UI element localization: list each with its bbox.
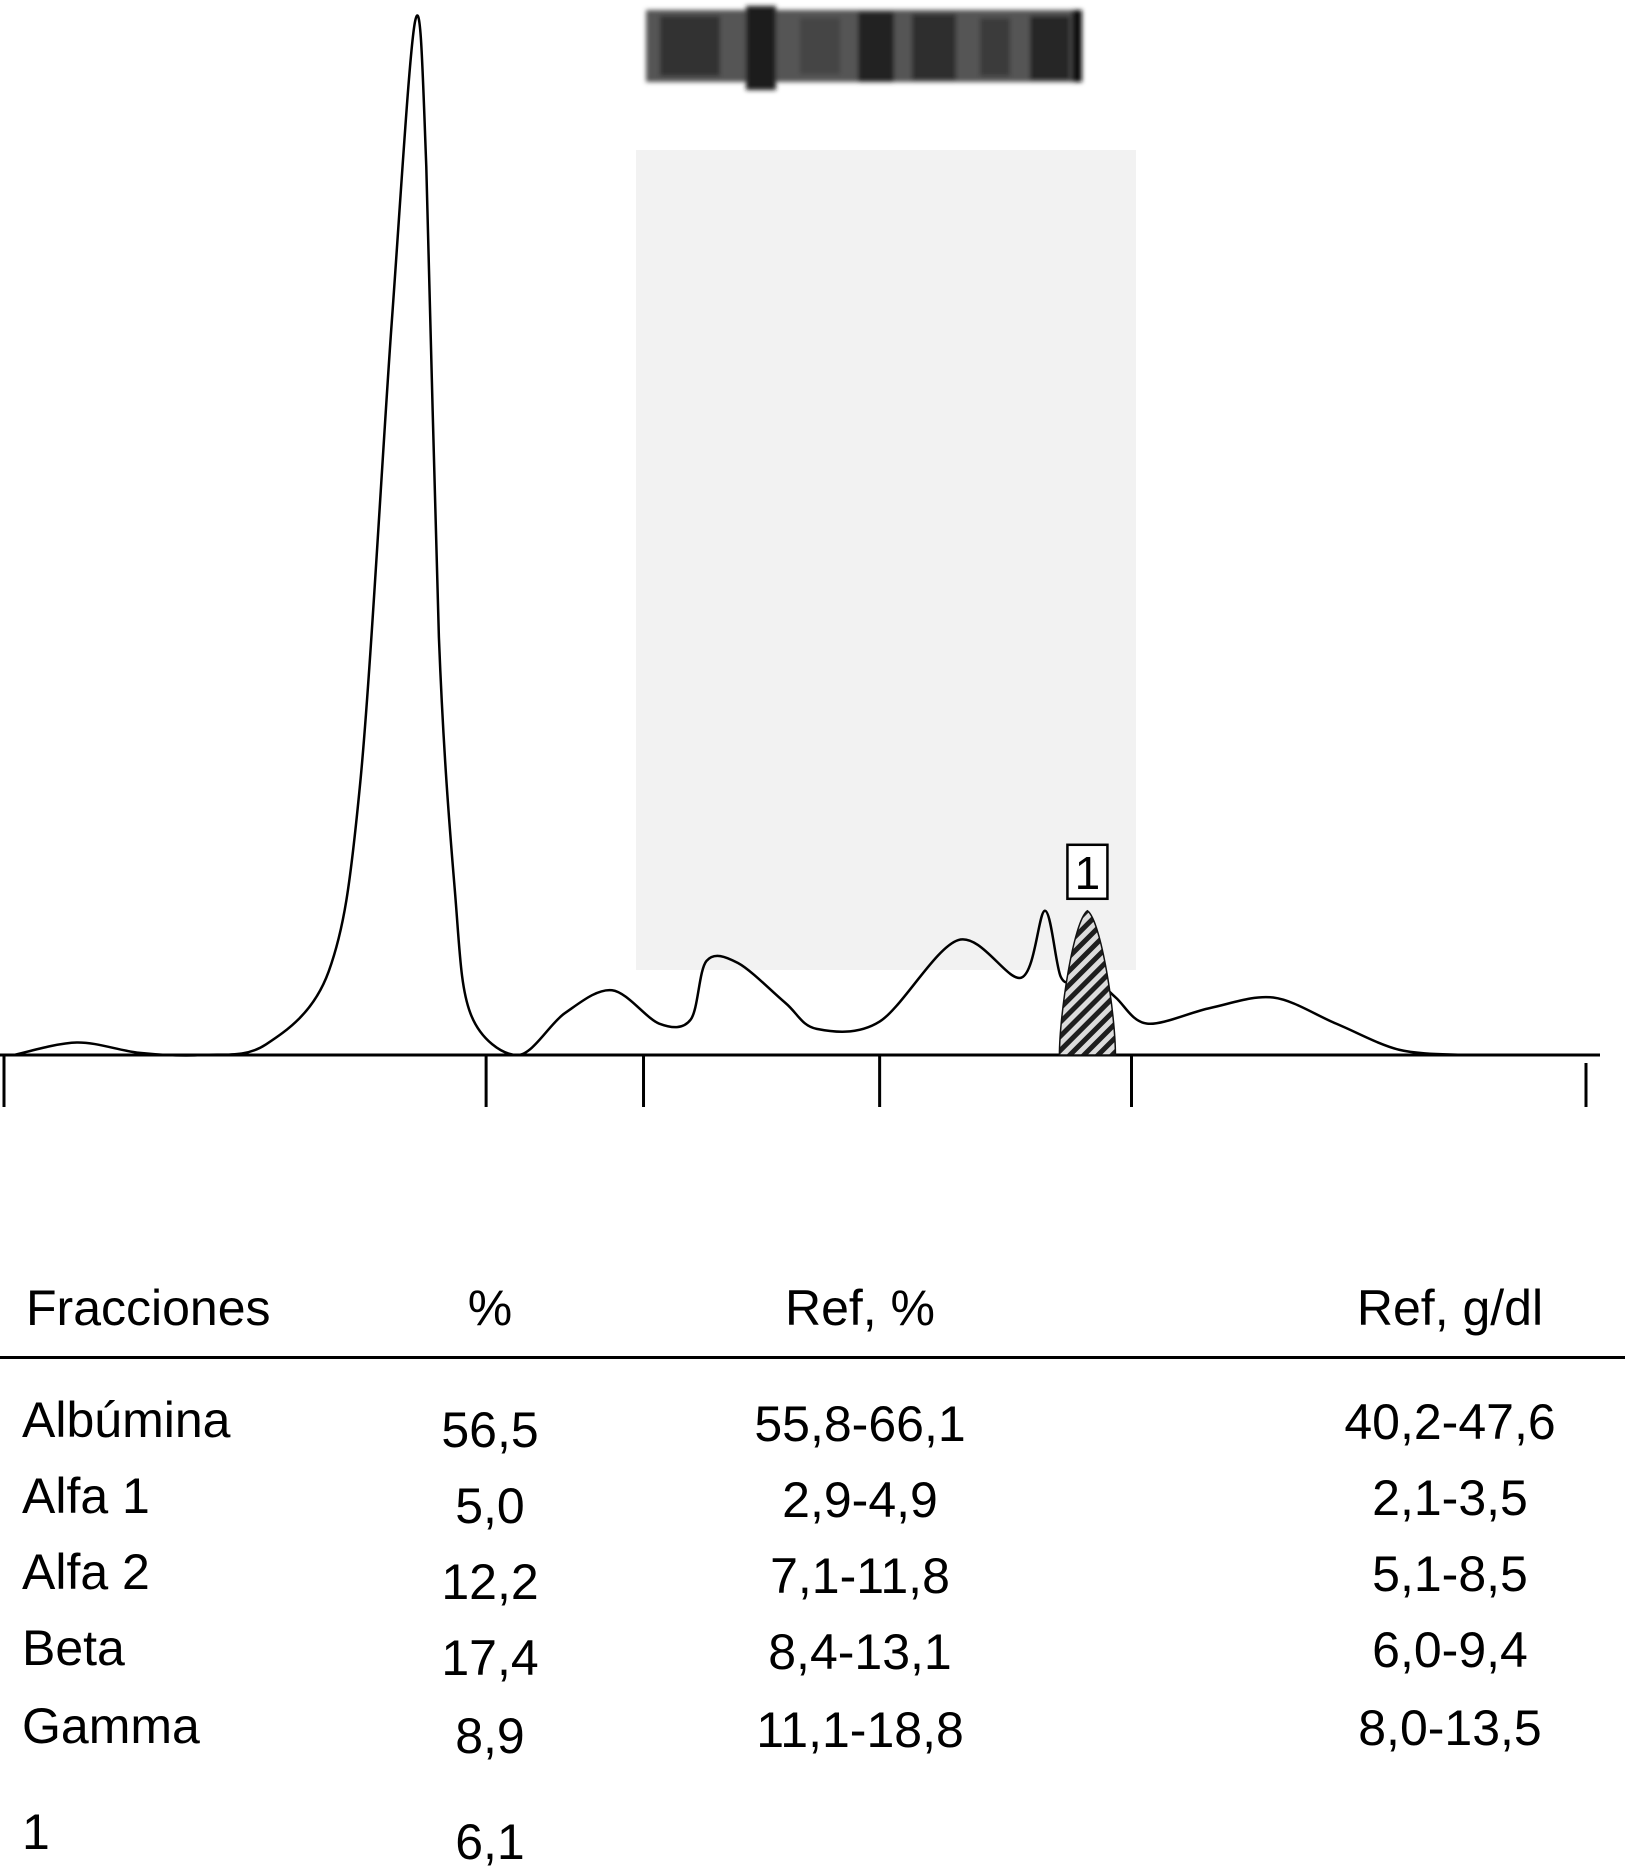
row-percent: 17,4 xyxy=(441,1630,539,1686)
row-percent: 12,2 xyxy=(441,1554,539,1610)
row-ref-gdl: 5,1-8,5 xyxy=(1372,1546,1528,1602)
row-ref-percent: 8,4-13,1 xyxy=(768,1624,952,1680)
highlight-peak: 1 xyxy=(1058,843,1117,1056)
peak-1-label: 1 xyxy=(1075,847,1101,899)
row-ref-gdl: 8,0-13,5 xyxy=(1358,1700,1542,1756)
row-ref-percent: 7,1-11,8 xyxy=(770,1548,950,1604)
row-ref-gdl: 6,0-9,4 xyxy=(1372,1622,1528,1678)
electrophoresis-chart: 1 xyxy=(0,6,1600,1107)
row-fraction-name: Alfa 2 xyxy=(22,1544,150,1600)
gel-lane-texture xyxy=(636,150,1136,970)
peak-1-fill xyxy=(1058,909,1117,1056)
row-fraction-name: 1 xyxy=(22,1804,50,1860)
row-ref-gdl: 40,2-47,6 xyxy=(1344,1394,1556,1450)
row-ref-percent: 11,1-18,8 xyxy=(756,1702,964,1758)
header-divider xyxy=(0,1356,1625,1359)
row-ref-percent: 2,9-4,9 xyxy=(782,1472,938,1528)
peak-1-label-box xyxy=(1066,843,1109,901)
chart-axis xyxy=(0,1053,1600,1107)
row-fraction-name: Gamma xyxy=(22,1698,200,1754)
row-percent: 8,9 xyxy=(455,1708,525,1764)
col-header-fracciones: Fracciones xyxy=(26,1280,271,1336)
row-fraction-name: Beta xyxy=(22,1620,125,1676)
row-percent: 6,1 xyxy=(455,1814,525,1870)
row-fraction-name: Albúmina xyxy=(22,1392,231,1448)
row-percent: 56,5 xyxy=(441,1402,539,1458)
row-percent: 5,0 xyxy=(455,1478,525,1534)
gel-strip-image xyxy=(646,6,1082,90)
row-ref-percent: 55,8-66,1 xyxy=(754,1396,966,1452)
col-header-percent: % xyxy=(467,1280,513,1336)
row-fraction-name: Alfa 1 xyxy=(22,1468,150,1524)
row-ref-gdl: 2,1-3,5 xyxy=(1372,1470,1528,1526)
col-header-ref-gdl: Ref, g/dl xyxy=(1356,1280,1544,1336)
fractions-table: Fracciones % Ref, % Ref, g/dl Albúmina 56… xyxy=(0,1280,1625,1870)
col-header-ref-percent: Ref, % xyxy=(784,1280,936,1336)
